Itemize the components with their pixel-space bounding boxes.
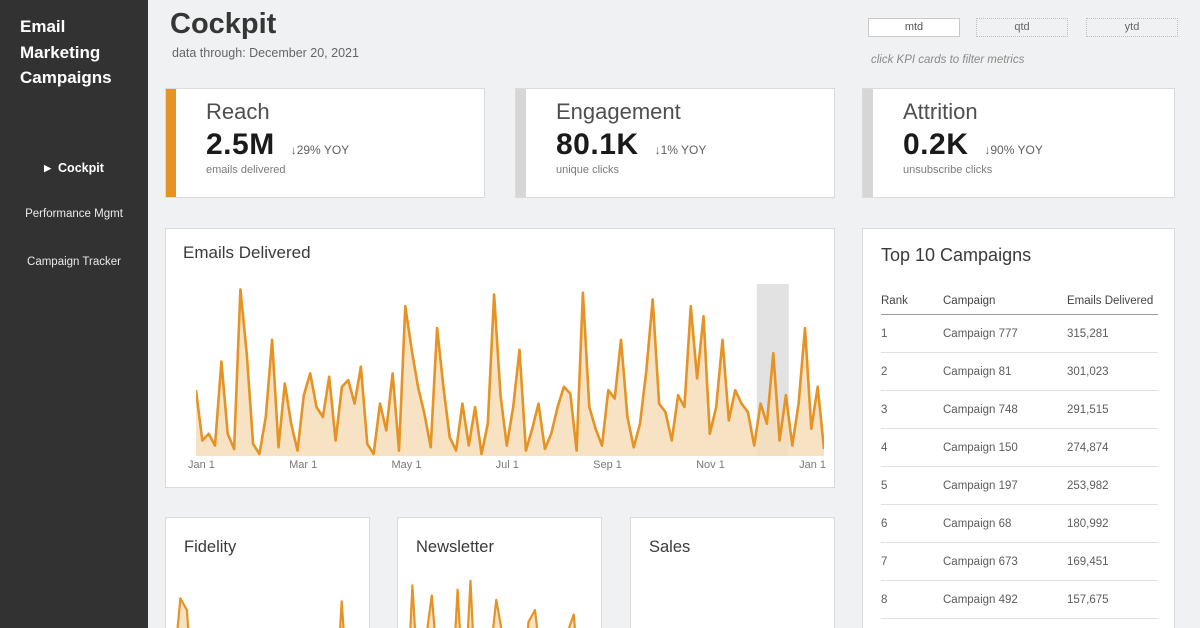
table-row[interactable]: 4 Campaign 150 274,874 [881, 429, 1158, 467]
kpi-subtitle: unique clicks [556, 164, 619, 176]
sales-card: Sales [630, 517, 835, 628]
axis-tick-label: Jan 1 [188, 459, 215, 471]
axis-tick-label: Mar 1 [289, 459, 318, 471]
top10-campaigns-table: Rank Campaign Emails Delivered 1 Campaign… [881, 295, 1158, 619]
axis-tick-label: Nov 1 [696, 459, 725, 471]
top10-campaigns-rows: 1 Campaign 777 315,281 2 Campaign 81 301,023 3… [881, 315, 1158, 619]
table-cell-rank: 2 [881, 365, 888, 378]
table-row[interactable]: 8 Campaign 492 157,675 [881, 581, 1158, 619]
sales-title: Sales [649, 538, 691, 556]
table-cell-rank: 5 [881, 479, 888, 492]
kpi-value: 2.5M [206, 128, 275, 161]
table-cell-campaign: Campaign 68 [943, 517, 1012, 530]
kpi-accent-bar [516, 89, 526, 197]
table-cell-emails: 169,451 [1067, 555, 1109, 568]
kpi-value: 80.1K [556, 128, 639, 161]
table-row[interactable]: 5 Campaign 197 253,982 [881, 467, 1158, 505]
kpi-card-reach[interactable]: Reach 2.5M ↓29% YOY emails delivered [165, 88, 485, 198]
table-cell-campaign: Campaign 492 [943, 593, 1018, 606]
table-cell-emails: 291,515 [1067, 403, 1109, 416]
table-cell-emails: 180,992 [1067, 517, 1109, 530]
emails-delivered-chart[interactable] [194, 284, 826, 456]
table-cell-emails: 301,023 [1067, 365, 1109, 378]
period-button-qtd[interactable]: qtd [976, 18, 1068, 37]
sidebar-item-cockpit[interactable]: ▶ Cockpit [0, 161, 148, 175]
data-through-subtitle: data through: December 20, 2021 [172, 46, 359, 60]
newsletter-chart[interactable] [406, 576, 593, 628]
kpi-title: Engagement [556, 99, 681, 124]
table-cell-rank: 4 [881, 441, 888, 454]
kpi-filter-hint: click KPI cards to filter metrics [871, 54, 1025, 66]
kpi-delta-yoy: ↓1% YOY [654, 143, 707, 157]
kpi-accent-bar [166, 89, 176, 197]
table-cell-campaign: Campaign 150 [943, 441, 1018, 454]
emails-delivered-title: Emails Delivered [183, 243, 311, 262]
table-cell-emails: 274,874 [1067, 441, 1109, 454]
fidelity-title: Fidelity [184, 538, 237, 556]
table-cell-emails: 253,982 [1067, 479, 1109, 492]
column-header-campaign: Campaign [943, 295, 996, 307]
newsletter-title: Newsletter [416, 538, 494, 556]
period-button-ytd[interactable]: ytd [1086, 18, 1178, 37]
column-header-emails-delivered: Emails Delivered [1067, 295, 1154, 307]
kpi-delta-yoy: ↓90% YOY [984, 143, 1043, 157]
table-cell-campaign: Campaign 197 [943, 479, 1018, 492]
newsletter-card: Newsletter [397, 517, 602, 628]
table-row[interactable]: 7 Campaign 673 169,451 [881, 543, 1158, 581]
table-row[interactable]: 6 Campaign 68 180,992 [881, 505, 1158, 543]
sidebar-title: Email Marketing Campaigns [20, 17, 112, 87]
kpi-value: 0.2K [903, 128, 969, 161]
fidelity-chart[interactable] [174, 576, 361, 628]
sales-chart[interactable] [639, 576, 826, 628]
sidebar: Email Marketing Campaigns ▶ Cockpit Perfo… [0, 0, 148, 628]
axis-tick-label: Sep 1 [593, 459, 622, 471]
emails-delivered-card: Emails Delivered Jan 1 Mar 1 May 1 Jul 1 Sep… [165, 228, 835, 488]
kpi-subtitle: unsubscribe clicks [903, 164, 993, 176]
table-cell-campaign: Campaign 81 [943, 365, 1012, 378]
axis-tick-label: May 1 [391, 459, 422, 471]
table-cell-campaign: Campaign 673 [943, 555, 1018, 568]
top10-campaigns-card: Top 10 Campaigns Rank Campaign Emails De… [862, 228, 1175, 628]
table-cell-campaign: Campaign 748 [943, 403, 1018, 416]
kpi-delta-yoy: ↓29% YOY [290, 143, 350, 157]
kpi-title: Reach [206, 99, 270, 124]
table-cell-rank: 7 [881, 555, 888, 568]
table-row[interactable]: 1 Campaign 777 315,281 [881, 315, 1158, 353]
axis-tick-label: Jul 1 [495, 459, 519, 471]
sidebar-item-label: Cockpit [58, 161, 104, 175]
table-cell-rank: 8 [881, 593, 888, 606]
page-title: Cockpit [170, 8, 277, 40]
kpi-card-engagement[interactable]: Engagement 80.1K ↓1% YOY unique clicks [515, 88, 835, 198]
table-cell-emails: 315,281 [1067, 327, 1109, 340]
sidebar-item-performance-mgmt[interactable]: Performance Mgmt [25, 208, 123, 220]
table-row[interactable]: 2 Campaign 81 301,023 [881, 353, 1158, 391]
table-cell-rank: 3 [881, 403, 888, 416]
kpi-subtitle: emails delivered [206, 164, 286, 176]
table-header-row: Rank Campaign Emails Delivered [881, 295, 1158, 315]
sidebar-item-campaign-tracker[interactable]: Campaign Tracker [27, 256, 121, 268]
period-button-mtd[interactable]: mtd [868, 18, 960, 37]
active-arrow-icon: ▶ [44, 163, 52, 173]
table-cell-rank: 1 [881, 327, 888, 340]
table-cell-campaign: Campaign 777 [943, 327, 1018, 340]
column-header-rank: Rank [881, 295, 908, 307]
kpi-card-attrition[interactable]: Attrition 0.2K ↓90% YOY unsubscribe clic… [862, 88, 1175, 198]
kpi-title: Attrition [903, 99, 978, 124]
table-row[interactable]: 3 Campaign 748 291,515 [881, 391, 1158, 429]
table-cell-emails: 157,675 [1067, 593, 1109, 606]
axis-tick-label: Jan 1 [799, 459, 826, 471]
kpi-accent-bar [863, 89, 873, 197]
top10-campaigns-title: Top 10 Campaigns [881, 245, 1032, 265]
table-cell-rank: 6 [881, 517, 888, 530]
fidelity-card: Fidelity [165, 517, 370, 628]
emails-delivered-x-axis: Jan 1 Mar 1 May 1 Jul 1 Sep 1 Nov 1 Jan 1 [188, 459, 826, 471]
